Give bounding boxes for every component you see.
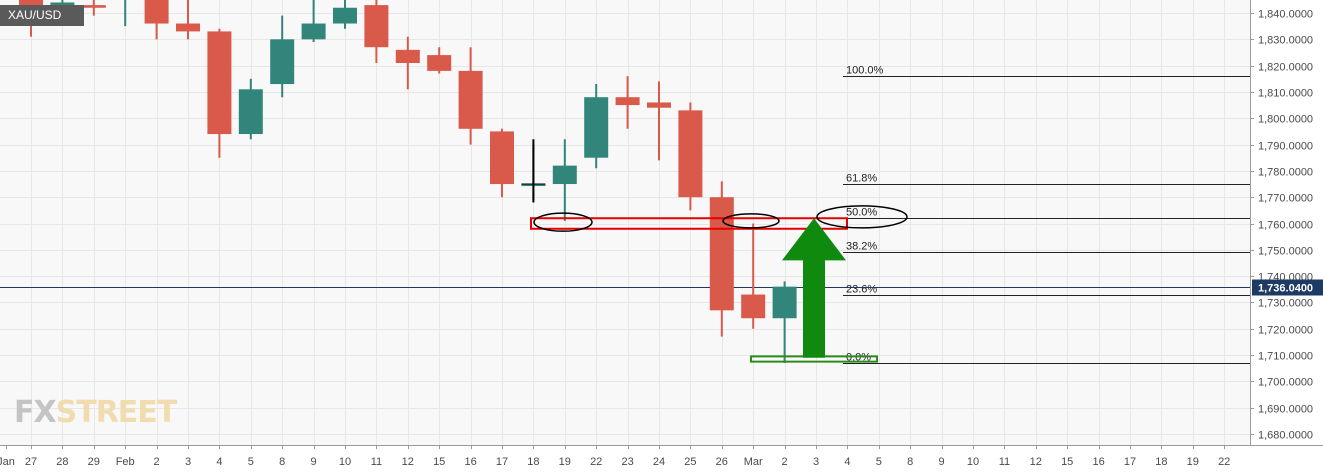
candle-body bbox=[364, 5, 389, 48]
y-tick-label: 1,720.0000 bbox=[1258, 325, 1313, 337]
candle-body bbox=[176, 23, 200, 32]
x-tick-label: 11 bbox=[371, 456, 382, 468]
x-tick-label: 2 bbox=[154, 456, 160, 468]
y-tick-label: 1,770.0000 bbox=[1258, 193, 1313, 205]
candle-body bbox=[458, 70, 483, 129]
candle-body bbox=[301, 23, 326, 40]
x-tick-label: 8 bbox=[907, 456, 913, 468]
logo-part-street: STREET bbox=[55, 395, 178, 430]
x-tick-label: 10 bbox=[339, 456, 351, 468]
x-tick-label: 4 bbox=[216, 456, 222, 468]
x-tick-label: 22 bbox=[1218, 456, 1230, 468]
x-tick-label: 19 bbox=[559, 456, 571, 468]
candle-body bbox=[490, 131, 514, 185]
x-tick-label: 15 bbox=[1061, 456, 1073, 468]
x-tick-label: 11 bbox=[999, 456, 1010, 468]
y-tick-label: 1,790.0000 bbox=[1258, 141, 1313, 153]
x-tick-label: 16 bbox=[1092, 456, 1104, 468]
x-tick-label: 5 bbox=[876, 456, 882, 468]
y-tick-label: 1,690.0000 bbox=[1258, 404, 1313, 416]
x-tick-label: 15 bbox=[433, 456, 445, 468]
x-tick-label: 12 bbox=[402, 456, 414, 468]
candle-body bbox=[678, 110, 703, 198]
x-tick-label: 23 bbox=[621, 456, 633, 468]
candle-body bbox=[19, 0, 43, 8]
fib-label: 100.0% bbox=[846, 65, 884, 77]
candle-body bbox=[81, 5, 106, 8]
candle-body bbox=[741, 294, 766, 319]
x-tick-label: 10 bbox=[967, 456, 979, 468]
x-tick-label: 29 bbox=[88, 456, 100, 468]
up-arrow bbox=[782, 218, 846, 358]
candle-body bbox=[427, 55, 452, 71]
x-tick-label: 22 bbox=[590, 456, 602, 468]
fib-label: 50.0% bbox=[846, 207, 877, 219]
fib-label: 0.0% bbox=[846, 352, 871, 364]
x-tick-label: 28 bbox=[56, 456, 68, 468]
highlight-ellipse-mar1 bbox=[722, 213, 780, 229]
y-tick-label: 1,780.0000 bbox=[1258, 167, 1313, 179]
candle-body bbox=[395, 49, 420, 63]
x-tick-label: 4 bbox=[844, 456, 850, 468]
candle-body bbox=[207, 31, 232, 135]
y-tick-label: 1,760.0000 bbox=[1258, 220, 1313, 232]
current-price-label: 1,736.0400 bbox=[1258, 283, 1313, 295]
candle-body bbox=[552, 165, 577, 185]
x-tick-label: 17 bbox=[496, 456, 508, 468]
x-tick-label: Feb bbox=[116, 456, 135, 468]
x-tick-label: 19 bbox=[1187, 456, 1199, 468]
resistance-zone bbox=[530, 217, 848, 230]
fib-label: 23.6% bbox=[846, 284, 877, 296]
y-tick-label: 1,710.0000 bbox=[1258, 351, 1313, 363]
x-tick-label: 2 bbox=[782, 456, 788, 468]
x-tick-label: 18 bbox=[527, 456, 539, 468]
x-tick-label: 3 bbox=[813, 456, 819, 468]
x-tick-label: 17 bbox=[1124, 456, 1136, 468]
y-tick-label: 1,700.0000 bbox=[1258, 377, 1313, 389]
highlight-ellipse-feb19 bbox=[533, 212, 593, 232]
candle-body bbox=[333, 7, 357, 24]
x-tick-label: 24 bbox=[653, 456, 665, 468]
x-tick-label: 12 bbox=[1030, 456, 1042, 468]
y-tick-label: 1,840.0000 bbox=[1258, 9, 1313, 21]
x-tick-label: 9 bbox=[939, 456, 945, 468]
highlight-ellipse-fib50 bbox=[816, 205, 908, 229]
candle-body bbox=[144, 0, 169, 24]
y-tick-label: 1,680.0000 bbox=[1258, 430, 1313, 442]
x-tick-label: 9 bbox=[311, 456, 317, 468]
candle-body bbox=[647, 102, 671, 108]
x-tick-label: 27 bbox=[25, 456, 37, 468]
y-tick-label: 1,830.0000 bbox=[1258, 35, 1313, 47]
y-tick-label: 1,820.0000 bbox=[1258, 62, 1313, 74]
candle-body bbox=[615, 97, 640, 106]
fib-label: 61.8% bbox=[846, 173, 877, 185]
candle-body bbox=[584, 97, 609, 158]
symbol-label: XAU/USD bbox=[0, 5, 84, 26]
candle-body bbox=[238, 89, 263, 135]
fxstreet-logo: FXSTREET bbox=[14, 395, 178, 430]
fib-label: 38.2% bbox=[846, 241, 877, 253]
logo-part-fx: FX bbox=[14, 395, 57, 430]
candle-body bbox=[270, 39, 295, 85]
x-tick-label: 16 bbox=[464, 456, 476, 468]
current-price-badge bbox=[1252, 279, 1323, 296]
x-tick-label: 26 bbox=[716, 456, 728, 468]
candle-body bbox=[709, 197, 734, 311]
x-tick-label: 25 bbox=[684, 456, 696, 468]
y-tick-label: 1,730.0000 bbox=[1258, 298, 1313, 310]
x-tick-label: Jan bbox=[0, 456, 15, 468]
x-tick-label: 5 bbox=[248, 456, 254, 468]
y-tick-label: 1,750.0000 bbox=[1258, 246, 1313, 258]
x-tick-label: Mar bbox=[744, 456, 763, 468]
x-tick-label: 3 bbox=[185, 456, 191, 468]
x-tick-label: 8 bbox=[279, 456, 285, 468]
x-tick-label: 18 bbox=[1155, 456, 1167, 468]
y-tick-label: 1,810.0000 bbox=[1258, 88, 1313, 100]
candle-body bbox=[772, 286, 797, 319]
y-tick-label: 1,800.0000 bbox=[1258, 114, 1313, 126]
